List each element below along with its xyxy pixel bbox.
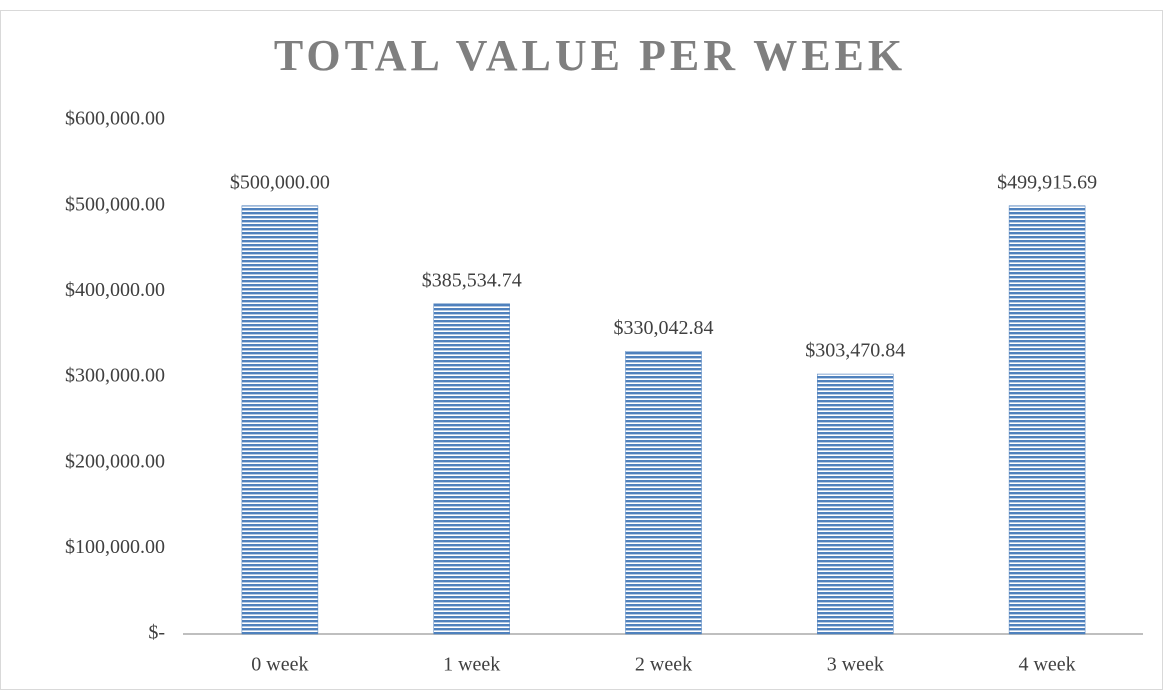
y-tick-label: $500,000.00 [65,193,165,215]
data-label: $500,000.00 [230,171,330,193]
y-tick-label: $300,000.00 [65,365,165,387]
chart-border [0,10,1163,690]
bar [241,205,319,635]
bar [433,303,510,635]
chart-title: TOTAL VALUE PER WEEK [274,31,906,80]
bar [817,373,894,635]
y-tick-label: $- [148,622,165,644]
y-tick-label: $400,000.00 [65,279,165,301]
data-label: $330,042.84 [614,317,714,339]
y-tick-label: $600,000.00 [65,108,165,130]
x-tick-label: 3 week [827,654,884,676]
x-tick-label: 1 week [443,654,500,676]
x-tick-label: 0 week [251,654,308,676]
data-label: $385,534.74 [422,269,522,291]
x-tick-label: 4 week [1018,654,1075,676]
y-tick-label: $100,000.00 [65,536,165,558]
data-label: $303,470.84 [805,340,905,362]
x-tick-label: 2 week [635,654,692,676]
data-label: $499,915.69 [997,171,1097,193]
bar [1008,205,1086,635]
y-tick-label: $200,000.00 [65,450,165,472]
bar [625,351,702,635]
